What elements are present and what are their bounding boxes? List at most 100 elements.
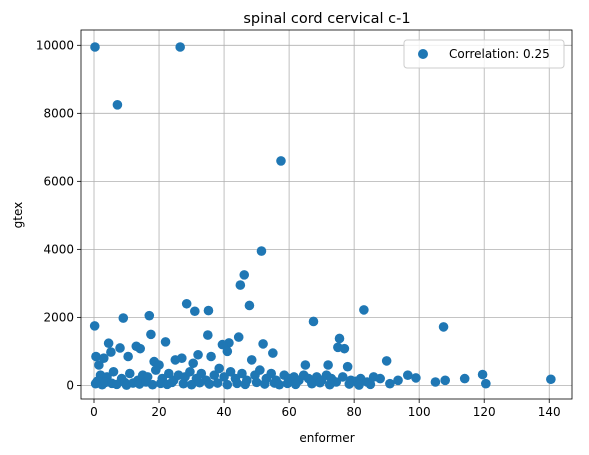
y-tick-label: 0 (66, 378, 74, 392)
data-point (194, 377, 205, 388)
y-tick-label: 4000 (43, 242, 74, 256)
data-point (118, 313, 129, 323)
legend: Correlation: 0.25 (403, 39, 565, 69)
data-point (103, 338, 114, 349)
data-point (178, 378, 189, 389)
x-tick-label: 40 (216, 405, 231, 419)
data-point (111, 379, 122, 390)
data-point (381, 356, 392, 366)
x-tick-label: 100 (408, 405, 431, 419)
data-point (219, 372, 229, 382)
data-point (324, 379, 335, 390)
data-point (209, 370, 220, 380)
data-point (115, 343, 125, 353)
data-point (307, 378, 317, 389)
data-point (251, 377, 262, 388)
data-point (268, 348, 278, 358)
data-point (276, 156, 286, 166)
data-point (266, 368, 277, 379)
data-point (94, 360, 104, 370)
data-point (365, 379, 376, 390)
data-point (146, 329, 156, 340)
legend-marker (418, 49, 428, 59)
data-point (135, 343, 145, 354)
data-point (98, 353, 109, 363)
data-point (181, 298, 192, 309)
data-point (290, 379, 301, 390)
data-point (255, 365, 265, 375)
data-point (232, 378, 242, 389)
legend-box (403, 39, 565, 69)
data-point (359, 305, 369, 315)
data-point (89, 321, 100, 331)
y-axis-label: gtex (11, 202, 25, 229)
data-point (240, 379, 251, 390)
data-point (244, 300, 255, 311)
x-tick-label: 80 (346, 405, 361, 419)
data-point (124, 368, 135, 379)
data-point (206, 351, 216, 362)
data-point (170, 355, 181, 365)
y-tick-label: 6000 (43, 174, 74, 188)
data-point (300, 360, 311, 370)
data-point (246, 355, 257, 365)
data-point (438, 322, 449, 332)
data-point (339, 343, 350, 354)
x-tick-label: 60 (281, 405, 296, 419)
data-point (385, 378, 395, 389)
data-point (108, 366, 119, 377)
chart-title: spinal cord cervical c-1 (243, 11, 410, 27)
data-point (402, 370, 413, 380)
data-point (239, 270, 250, 280)
data-point (411, 373, 421, 383)
data-point (393, 375, 403, 386)
data-point (214, 363, 224, 374)
data-point (375, 373, 385, 384)
x-axis-label: enformer (299, 431, 354, 445)
data-point (237, 368, 247, 379)
data-point (203, 330, 213, 340)
data-point (91, 351, 101, 362)
data-point (167, 377, 177, 388)
data-point (212, 378, 223, 388)
data-point (459, 373, 470, 384)
grid-lines (81, 30, 572, 399)
data-point (354, 380, 364, 390)
data-point (90, 42, 100, 52)
data-point (430, 377, 441, 387)
data-point (546, 374, 556, 385)
y-tick-label: 10000 (36, 38, 74, 52)
data-point (225, 366, 236, 377)
data-point (186, 379, 197, 390)
data-point (308, 316, 319, 327)
data-point (106, 347, 116, 357)
data-point (203, 305, 214, 316)
data-point (440, 375, 450, 386)
data-point (193, 349, 203, 360)
data-point (259, 379, 270, 389)
data-point (274, 379, 285, 390)
x-tick-label: 140 (538, 405, 561, 419)
x-axis-ticks: 0 20 40 60 80 100 120 140 (90, 399, 561, 419)
x-tick-label: 120 (473, 405, 496, 419)
data-point (222, 346, 233, 357)
data-point (196, 368, 207, 379)
data-point (342, 361, 353, 372)
legend-entry: Correlation: 0.25 (449, 47, 550, 61)
data-point (160, 337, 171, 347)
data-point (315, 377, 325, 388)
data-point (185, 366, 195, 377)
data-point (190, 306, 200, 317)
data-point (217, 339, 228, 350)
data-point (344, 379, 355, 389)
data-point (144, 310, 155, 321)
data-point (163, 368, 174, 379)
data-point (256, 246, 267, 256)
data-points (89, 42, 556, 390)
x-tick-label: 20 (151, 405, 166, 419)
data-point (175, 42, 185, 52)
y-tick-label: 8000 (43, 106, 74, 120)
data-point (481, 378, 491, 389)
data-point (123, 351, 133, 362)
